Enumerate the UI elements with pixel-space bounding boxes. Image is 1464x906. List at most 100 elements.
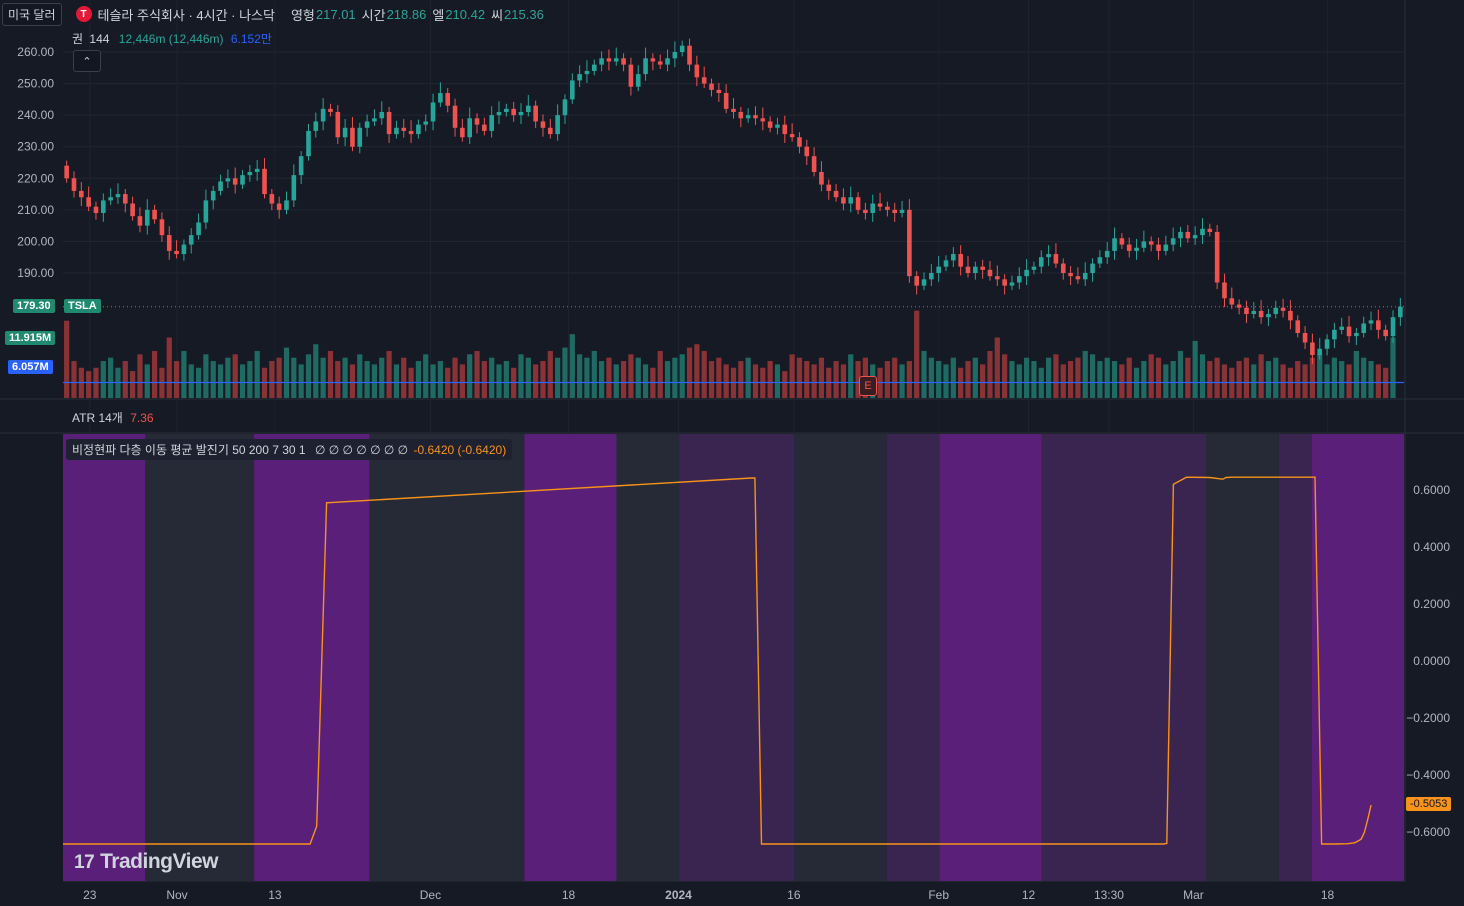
oscillator-shade-band (1041, 434, 1207, 881)
volume-bar (459, 364, 465, 398)
candle-body (1134, 247, 1139, 251)
candle (672, 41, 678, 68)
candle-body (987, 269, 993, 277)
volume-bar (745, 357, 751, 398)
candle (386, 106, 392, 143)
candle-body (430, 102, 436, 122)
candle (1280, 298, 1286, 318)
candle-body (1178, 231, 1183, 239)
volume-bar (1009, 361, 1015, 398)
oscillator-shade-band (145, 434, 255, 881)
volume-bar (349, 364, 356, 398)
candle-body (408, 130, 414, 135)
candle-body (496, 111, 502, 116)
volume-bar (1243, 357, 1250, 398)
volume-ma-tag: 6.057M (8, 360, 53, 374)
candle (760, 107, 766, 131)
volume-bar (203, 354, 209, 398)
volume-bar (1273, 357, 1279, 398)
candle-body (819, 171, 824, 185)
candle-body (335, 111, 341, 138)
time-tick-label: 18 (562, 888, 576, 902)
candle (1082, 262, 1088, 286)
volume-bar (884, 361, 890, 398)
candle (108, 188, 113, 205)
volume-bar (1031, 361, 1037, 398)
oscillator-shade-band (679, 434, 795, 881)
candle-body (1229, 298, 1235, 305)
volume-bar (232, 354, 238, 398)
volume-bar (481, 361, 487, 398)
candle-body (445, 93, 451, 106)
candle-body (188, 235, 194, 245)
candle-body (298, 156, 304, 176)
volume-bar (467, 354, 473, 398)
open-label: 영형 (290, 7, 315, 23)
candle-body (1200, 228, 1205, 236)
candle (504, 103, 509, 117)
volume-bar (943, 364, 949, 398)
candle-body (606, 58, 612, 62)
volume-bar (71, 361, 77, 398)
volume-bar (217, 364, 224, 398)
oscillator-tick-label: 0.2000 (1413, 597, 1450, 611)
candle (284, 191, 289, 215)
candle (569, 73, 575, 104)
candle (562, 94, 568, 124)
candle-body (687, 45, 692, 65)
candle-body (1156, 244, 1161, 251)
volume-bar (122, 361, 128, 398)
atr-legend[interactable]: ATR 14개 7.36 (72, 409, 154, 426)
time-tick-label: 16 (787, 888, 801, 902)
oscillator-legend[interactable]: 비정현파 다층 이동 평균 발진기 50 200 7 30 1 ∅ ∅ ∅ ∅ … (66, 439, 513, 460)
candle-body (291, 175, 297, 201)
candle (533, 100, 538, 129)
candle-body (1075, 276, 1081, 280)
candle (1119, 233, 1125, 250)
candle-body (394, 127, 399, 135)
volume-bar (972, 357, 978, 398)
candle-body (482, 124, 487, 131)
volume-bar (1097, 361, 1103, 398)
candle-body (694, 64, 700, 78)
oscillator-shade-band (939, 434, 1042, 881)
candle-body (86, 197, 91, 207)
volume-bar (1339, 361, 1345, 398)
candle-body (526, 105, 531, 112)
candle-body (1112, 238, 1117, 251)
candle (782, 115, 788, 143)
price-tick-label: 220.00 (17, 171, 54, 185)
volume-bar (313, 344, 319, 398)
volume-bar (64, 320, 70, 398)
volume-legend[interactable]: 권 144 12,446m (12,446m) 6.152만 (72, 30, 272, 47)
candle (130, 196, 135, 221)
candle-body (995, 276, 1000, 280)
collapse-legend-button[interactable]: ⌃ (73, 50, 101, 72)
candle-body (1368, 320, 1374, 324)
price-tick-label: 200.00 (17, 234, 54, 248)
candle (232, 167, 238, 194)
candle (181, 239, 187, 261)
volume-bar (914, 310, 920, 398)
candle-body (159, 219, 165, 236)
tradingview-logo[interactable]: 17 TradingView (74, 850, 218, 874)
candle (701, 66, 707, 88)
candle-body (613, 58, 619, 62)
volume-bar (1177, 350, 1184, 398)
volume-bar (386, 350, 392, 398)
volume-bar (716, 357, 722, 398)
oscillator-value-tag: -0.5053 (1406, 797, 1452, 811)
candle (438, 82, 443, 107)
earnings-marker-icon[interactable]: E (859, 376, 877, 396)
candle (1016, 267, 1022, 290)
candle-body (203, 200, 209, 223)
candle-body (731, 108, 736, 112)
candle-body (1295, 320, 1301, 333)
candle-body (650, 58, 656, 62)
symbol-title[interactable]: 테슬라 주식회사 · 4시간 · 나스닥 (97, 7, 275, 23)
candle (342, 118, 348, 147)
candle-body (1068, 273, 1073, 277)
currency-button[interactable]: 미국 달러 (2, 2, 62, 26)
candle-body (438, 93, 443, 103)
